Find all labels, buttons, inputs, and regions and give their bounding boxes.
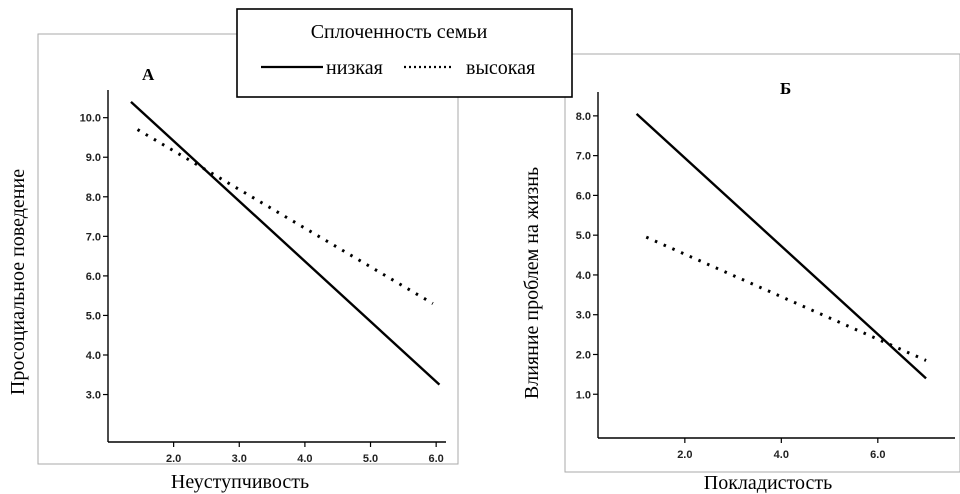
panel-b-y-tick-label: 1.0 — [576, 389, 591, 401]
panel-b: Б 1.0 2.0 3.0 4.0 5.0 6.0 7.0 8.0 2.0 4.0 6.0 Вли… — [521, 53, 960, 494]
panel-b-series-low-line — [635, 112, 927, 380]
panel-b-x-tick-label: 6.0 — [870, 449, 885, 461]
panel-b-ylabel: Влияние проблем на жизнь — [521, 167, 543, 399]
panel-a-y-tick-label: 5.0 — [86, 310, 101, 322]
legend: Сплоченность семьи низкая высокая — [236, 8, 573, 98]
panel-a-y-tick-label: 9.0 — [86, 152, 101, 164]
panel-a-x-tick-label: 3.0 — [232, 453, 247, 465]
panel-a-y-ticks: 3.0 4.0 5.0 6.0 7.0 8.0 9.0 10.0 — [80, 113, 108, 402]
panel-b-x-tick-label: 4.0 — [774, 449, 789, 461]
panel-b-label: Б — [780, 79, 791, 98]
panel-a-x-tick-label: 2.0 — [166, 453, 181, 465]
legend-entry-low: низкая — [326, 57, 383, 79]
panel-a-x-ticks: 2.0 3.0 4.0 5.0 6.0 — [166, 442, 444, 465]
panel-b-y-tick-label: 4.0 — [576, 270, 591, 282]
panel-a-ylabel: Просоциальное поведение — [7, 169, 29, 395]
panel-b-y-tick-label: 7.0 — [576, 151, 591, 163]
panel-b-x-ticks: 2.0 4.0 6.0 — [677, 438, 885, 461]
panel-b-series — [635, 112, 927, 380]
panel-a-x-tick-label: 5.0 — [363, 453, 378, 465]
panel-a-y-tick-label: 4.0 — [86, 350, 101, 362]
legend-title: Сплоченность семьи — [311, 21, 488, 43]
panel-a-y-tick-label: 7.0 — [86, 231, 101, 243]
panel-a-y-tick-label: 8.0 — [86, 192, 101, 204]
panel-a-x-tick-label: 4.0 — [297, 453, 312, 465]
panel-b-y-ticks: 1.0 2.0 3.0 4.0 5.0 6.0 7.0 8.0 — [576, 111, 598, 401]
panel-b-series-high-line — [645, 235, 927, 362]
panel-b-y-tick-label: 8.0 — [576, 111, 591, 123]
panel-b-x-tick-label: 2.0 — [677, 449, 692, 461]
panel-b-y-tick-label: 2.0 — [576, 349, 591, 361]
panel-a-x-tick-label: 6.0 — [429, 453, 444, 465]
panel-b-frame — [564, 53, 960, 473]
panel-b-y-tick-label: 3.0 — [576, 310, 591, 322]
legend-box — [236, 8, 573, 98]
panel-a: А 3.0 4.0 5.0 6.0 7.0 8.0 9.0 10.0 2.0 3.0 4.0 5.0… — [7, 33, 459, 493]
panel-b-xlabel: Покладистость — [704, 472, 833, 494]
panel-b-y-tick-label: 5.0 — [576, 230, 591, 242]
panel-a-series-high-line — [136, 128, 434, 305]
panel-a-series-low-line — [130, 100, 441, 386]
panel-b-y-tick-label: 6.0 — [576, 190, 591, 202]
panel-a-y-tick-label: 3.0 — [86, 390, 101, 402]
panel-a-y-tick-label: 6.0 — [86, 271, 101, 283]
panel-a-y-tick-label: 10.0 — [80, 113, 101, 125]
panel-a-series — [130, 100, 441, 386]
panel-a-frame — [37, 33, 459, 465]
legend-entry-high: высокая — [466, 57, 535, 79]
panel-a-label: А — [142, 65, 155, 84]
panel-a-xlabel: Неуступчивость — [171, 471, 309, 493]
